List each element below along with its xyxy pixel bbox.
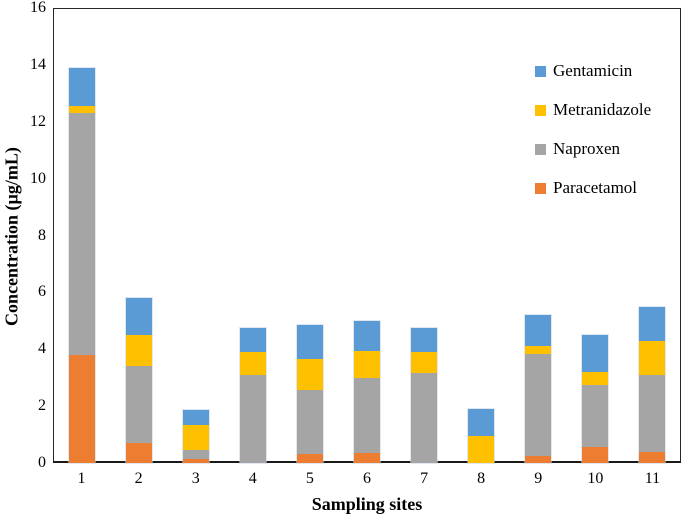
- segment-site8-metranidazole: [468, 435, 495, 463]
- x-axis-title: Sampling sites: [311, 494, 423, 514]
- x-tick-label-11: 11: [644, 470, 661, 487]
- x-tick-label-6: 6: [362, 470, 371, 487]
- bar-site-7: [411, 327, 438, 463]
- segment-site4-metranidazole: [239, 352, 266, 375]
- x-tick-label-3: 3: [191, 470, 200, 487]
- x-tick-label-9: 9: [534, 470, 543, 487]
- segment-site1-gentamicin: [68, 67, 95, 107]
- y-tick-label-4: 4: [38, 340, 46, 358]
- x-tick-label-10: 10: [587, 470, 604, 487]
- y-tick-label-2: 2: [38, 397, 46, 415]
- bar-site-4: [239, 327, 266, 463]
- segment-site6-metranidazole: [354, 350, 380, 378]
- segment-site4-gentamicin: [239, 327, 266, 353]
- segment-site6-paracetamol: [354, 453, 380, 463]
- segment-site5-gentamicin: [296, 325, 323, 360]
- x-tick-label-1: 1: [77, 470, 86, 487]
- legend-label: Metranidazole: [553, 100, 652, 119]
- legend-item-metranidazole: Metranidazole: [535, 100, 651, 120]
- y-tick-label-8: 8: [38, 226, 46, 244]
- legend-swatch-gentamicin: [535, 65, 546, 77]
- y-tick-label-14: 14: [30, 55, 46, 73]
- segment-site3-metranidazole: [182, 424, 209, 451]
- bar-site-5: [296, 325, 323, 463]
- legend-label: Naproxen: [553, 139, 621, 158]
- segment-site2-naproxen: [125, 366, 152, 444]
- segment-site2-paracetamol: [125, 443, 152, 463]
- y-tick-label-0: 0: [38, 454, 46, 471]
- legend-swatch-paracetamol: [535, 182, 546, 194]
- segment-site9-gentamicin: [525, 315, 552, 347]
- legend-label: Gentamicin: [553, 61, 633, 80]
- legend-item-gentamicin: Gentamicin: [535, 61, 632, 81]
- segment-site11-naproxen: [639, 374, 666, 452]
- segment-site10-gentamicin: [582, 335, 609, 372]
- segment-site3-gentamicin: [182, 410, 209, 425]
- segment-site5-metranidazole: [296, 359, 323, 391]
- segment-site5-paracetamol: [296, 454, 323, 463]
- y-tick-label-16: 16: [30, 0, 46, 16]
- segment-site2-metranidazole: [125, 335, 152, 367]
- segment-site1-metranidazole: [68, 106, 95, 114]
- segment-site10-paracetamol: [582, 447, 609, 463]
- segment-site6-gentamicin: [354, 320, 380, 351]
- x-tick-label-2: 2: [134, 470, 143, 487]
- segment-site2-gentamicin: [125, 298, 152, 336]
- legend-label: Paracetamol: [553, 178, 638, 197]
- x-tick-label-8: 8: [477, 470, 486, 487]
- y-tick-label-10: 10: [30, 169, 46, 187]
- bar-site-6: [354, 320, 380, 463]
- y-tick-label-12: 12: [30, 112, 46, 130]
- x-tick-label-5: 5: [305, 470, 314, 487]
- segment-site8-gentamicin: [468, 408, 495, 436]
- segment-site7-metranidazole: [411, 352, 438, 374]
- legend-swatch-metranidazole: [535, 104, 546, 116]
- x-tick-label-4: 4: [248, 470, 257, 487]
- segment-site10-naproxen: [582, 384, 609, 448]
- segment-site9-metranidazole: [525, 346, 552, 354]
- bar-site-3: [182, 410, 209, 463]
- segment-site11-metranidazole: [639, 340, 666, 375]
- segment-site3-naproxen: [182, 450, 209, 459]
- legend-item-naproxen: Naproxen: [535, 139, 620, 159]
- segment-site11-paracetamol: [639, 451, 666, 463]
- segment-site4-naproxen: [239, 374, 266, 463]
- segment-site9-paracetamol: [525, 455, 552, 463]
- bar-site-11: [639, 306, 666, 463]
- bar-site-10: [582, 335, 609, 463]
- segment-site3-paracetamol: [182, 458, 209, 463]
- segment-site7-gentamicin: [411, 327, 438, 353]
- segment-site9-naproxen: [525, 353, 552, 456]
- bar-site-2: [125, 298, 152, 463]
- x-tick-label-7: 7: [420, 470, 429, 487]
- bar-site-8: [468, 408, 495, 463]
- y-tick-label-6: 6: [38, 283, 46, 301]
- segment-site5-naproxen: [296, 390, 323, 455]
- legend-item-paracetamol: Paracetamol: [535, 178, 637, 198]
- segment-site11-gentamicin: [639, 306, 666, 341]
- segment-site7-naproxen: [411, 373, 438, 463]
- segment-site1-naproxen: [68, 113, 95, 355]
- legend-swatch-naproxen: [535, 143, 546, 155]
- segment-site10-metranidazole: [582, 372, 609, 385]
- segment-site6-naproxen: [354, 377, 380, 454]
- bar-site-9: [525, 315, 552, 463]
- segment-site1-paracetamol: [68, 354, 95, 463]
- bar-site-1: [68, 67, 95, 463]
